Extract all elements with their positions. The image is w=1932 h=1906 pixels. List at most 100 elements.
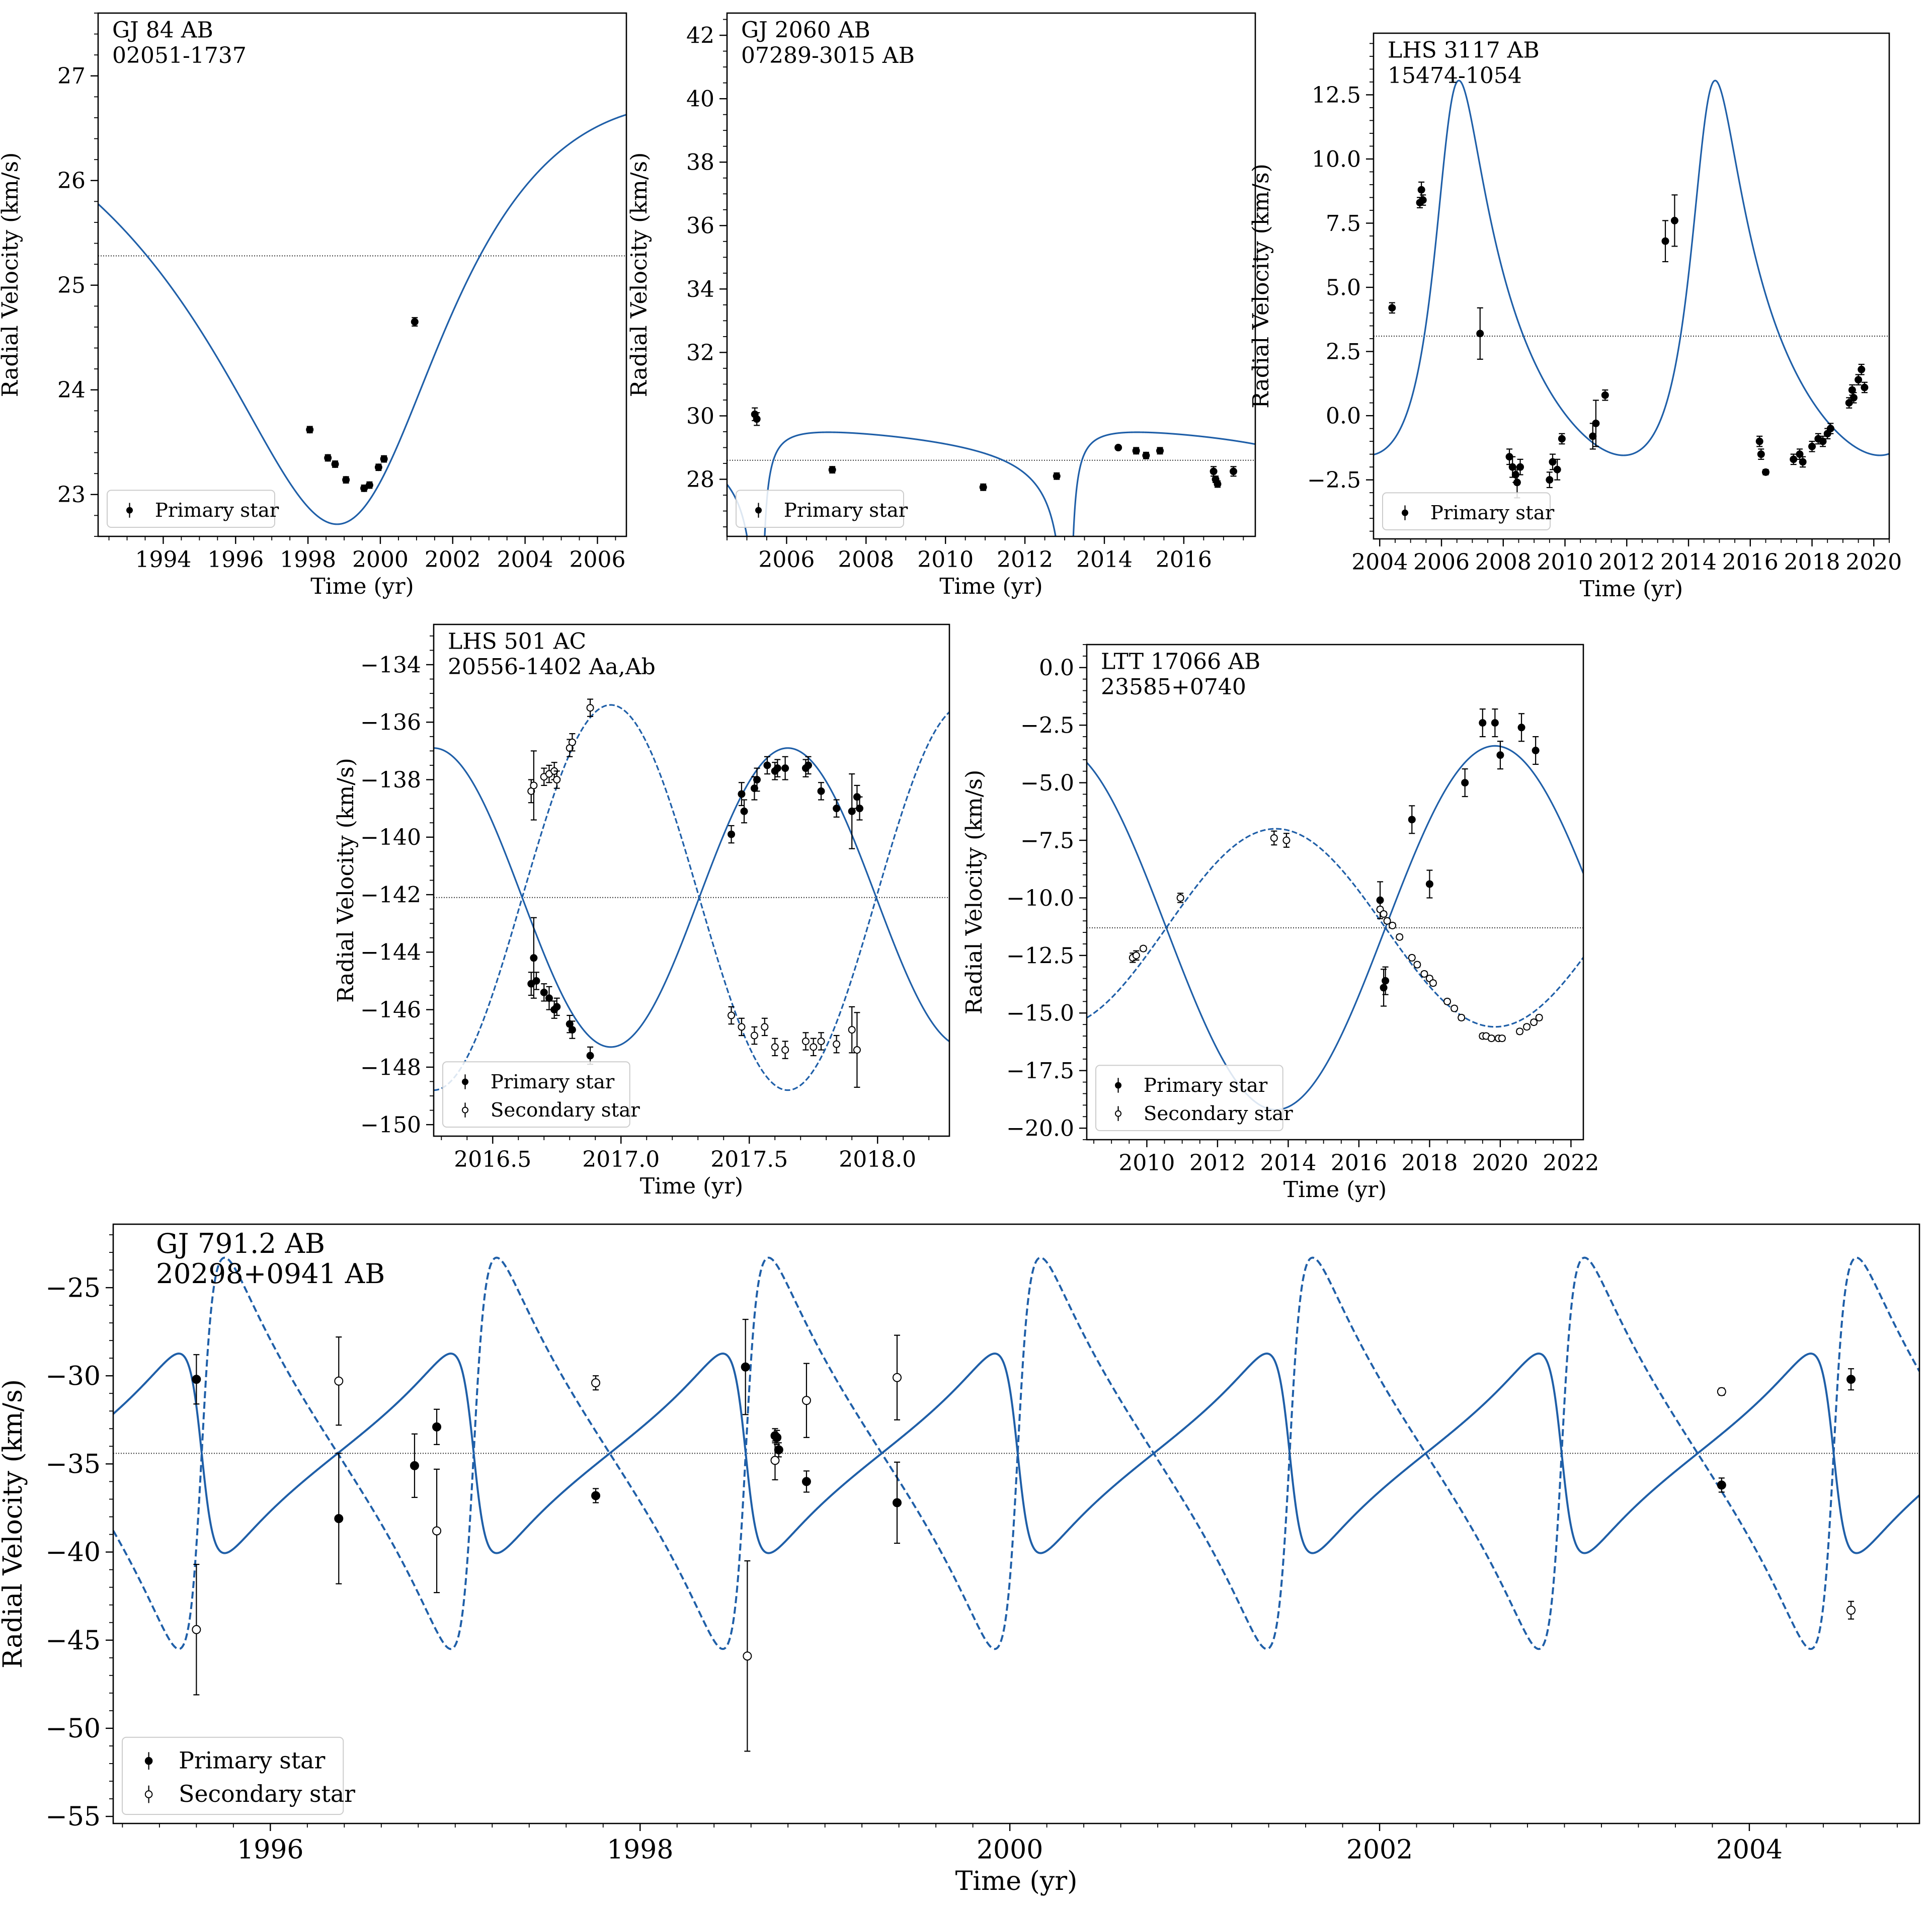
- secondary-data-point: [1451, 1004, 1459, 1012]
- primary-data-point: [1670, 216, 1678, 224]
- primary-data-point: [773, 764, 781, 772]
- primary-data-point: [591, 1491, 601, 1500]
- y-tick-label: −136: [360, 710, 421, 736]
- plot-frame: [1373, 32, 1890, 540]
- primary-data-point: [1589, 432, 1597, 440]
- secondary-data-point: [1380, 910, 1388, 918]
- primary-data-point: [411, 318, 419, 326]
- primary-data-point: [1592, 419, 1600, 427]
- y-tick-label: −25: [45, 1273, 101, 1303]
- legend-label: Secondary star: [491, 1099, 640, 1122]
- panel-subtitle: 02051-1737: [112, 43, 247, 68]
- primary-data-point: [374, 463, 382, 471]
- secondary-data-point: [1132, 951, 1140, 960]
- primary-data-point: [1461, 779, 1469, 787]
- x-tick-label: 2016: [1331, 1150, 1387, 1176]
- primary-data-point: [801, 1477, 811, 1486]
- x-tick-label: 2006: [1413, 549, 1470, 575]
- x-tick-label: 2016: [1156, 547, 1212, 573]
- primary-orbit-curve: [1374, 80, 1889, 456]
- y-tick-label: 25: [57, 273, 86, 298]
- primary-data-point: [342, 476, 350, 484]
- primary-data-point: [728, 830, 736, 838]
- y-tick-label: −20.0: [1006, 1116, 1074, 1142]
- legend-label: Primary star: [155, 499, 279, 522]
- primary-orbit-curve: [434, 747, 949, 1048]
- x-tick-label: 2022: [1543, 1150, 1599, 1176]
- x-tick-label: 2006: [758, 547, 815, 573]
- primary-data-point: [334, 1514, 344, 1523]
- primary-data-point: [1132, 447, 1140, 455]
- secondary-data-point: [1420, 970, 1428, 978]
- y-tick-label: 24: [57, 377, 86, 403]
- primary-data-point: [1053, 472, 1061, 480]
- x-tick-label: 2006: [569, 547, 625, 573]
- primary-data-point: [1513, 479, 1521, 487]
- secondary-data-point: [1396, 933, 1404, 941]
- legend-box: [1095, 1065, 1283, 1132]
- primary-data-point: [1546, 476, 1554, 484]
- x-tick-label: 2002: [425, 547, 481, 573]
- x-tick-label: 1998: [607, 1835, 673, 1865]
- secondary-data-point: [892, 1373, 902, 1382]
- secondary-data-point: [817, 1037, 825, 1045]
- primary-data-point: [833, 805, 841, 813]
- primary-data-point: [1808, 442, 1816, 450]
- panel-4: 2016.5 2017.0 2017.5 2018.0 −150 −148 −146 −144…: [333, 623, 950, 1199]
- primary-data-point: [979, 483, 987, 491]
- secondary-data-point: [1270, 834, 1278, 842]
- primary-data-point: [1210, 467, 1218, 475]
- primary-data-point: [331, 460, 339, 468]
- secondary-data-point: [1516, 1027, 1524, 1036]
- primary-data-point: [772, 1433, 782, 1442]
- x-tick-label: 2018: [1401, 1150, 1458, 1176]
- primary-data-point: [1517, 724, 1525, 732]
- x-tick-label: 2010: [1118, 1150, 1175, 1176]
- legend-secondary-marker: [462, 1106, 469, 1114]
- y-tick-label: −142: [360, 882, 421, 908]
- y-tick-label: −138: [360, 767, 421, 793]
- secondary-data-point: [1523, 1023, 1531, 1031]
- plot-area: [727, 407, 1255, 536]
- y-tick-label: 0.0: [1326, 404, 1361, 429]
- secondary-data-point: [781, 1046, 789, 1054]
- legend-label: Secondary star: [179, 1781, 355, 1807]
- y-tick-label: 0.0: [1039, 655, 1074, 681]
- primary-data-point: [324, 454, 332, 462]
- panel-title: LHS 501 AC: [448, 628, 586, 654]
- primary-data-point: [753, 776, 761, 784]
- secondary-data-point: [1458, 1013, 1466, 1021]
- x-axis-label: Time (yr): [640, 1173, 743, 1199]
- primary-orbit-curve: [113, 1353, 1919, 1554]
- y-tick-label: −45: [45, 1626, 101, 1656]
- primary-orbit-curve: [727, 431, 1255, 536]
- primary-data-point: [1661, 237, 1669, 245]
- secondary-data-point: [1443, 997, 1452, 1005]
- secondary-data-point: [1429, 979, 1437, 987]
- x-tick-label: 2004: [1716, 1835, 1783, 1865]
- legend-primary-marker: [144, 1757, 153, 1765]
- primary-data-point: [1848, 386, 1856, 394]
- y-tick-label: −140: [360, 825, 421, 850]
- x-tick-label: 2014: [1660, 549, 1717, 575]
- primary-data-point: [1425, 880, 1433, 888]
- secondary-data-point: [853, 1046, 861, 1054]
- primary-data-point: [1491, 719, 1499, 727]
- x-tick-label: 2020: [1472, 1150, 1528, 1176]
- secondary-data-point: [770, 1456, 780, 1465]
- panel-2: 2006 2008 2010 2012 2014 2016 28 30 32 34 36 38 40 42…: [626, 12, 1256, 599]
- panel-subtitle: 15474-1054: [1388, 63, 1522, 89]
- legend-primary-marker: [755, 507, 762, 514]
- primary-data-point: [1549, 458, 1557, 466]
- legend-box: [107, 490, 275, 528]
- secondary-data-point: [334, 1376, 344, 1386]
- x-tick-label: 2012: [1189, 1150, 1246, 1176]
- y-tick-label: −2.5: [1307, 467, 1361, 493]
- legend-box: [736, 490, 904, 528]
- secondary-data-point: [801, 1396, 811, 1405]
- x-axis-label: Time (yr): [1580, 576, 1683, 602]
- primary-data-point: [1799, 458, 1807, 466]
- primary-data-point: [1476, 330, 1484, 338]
